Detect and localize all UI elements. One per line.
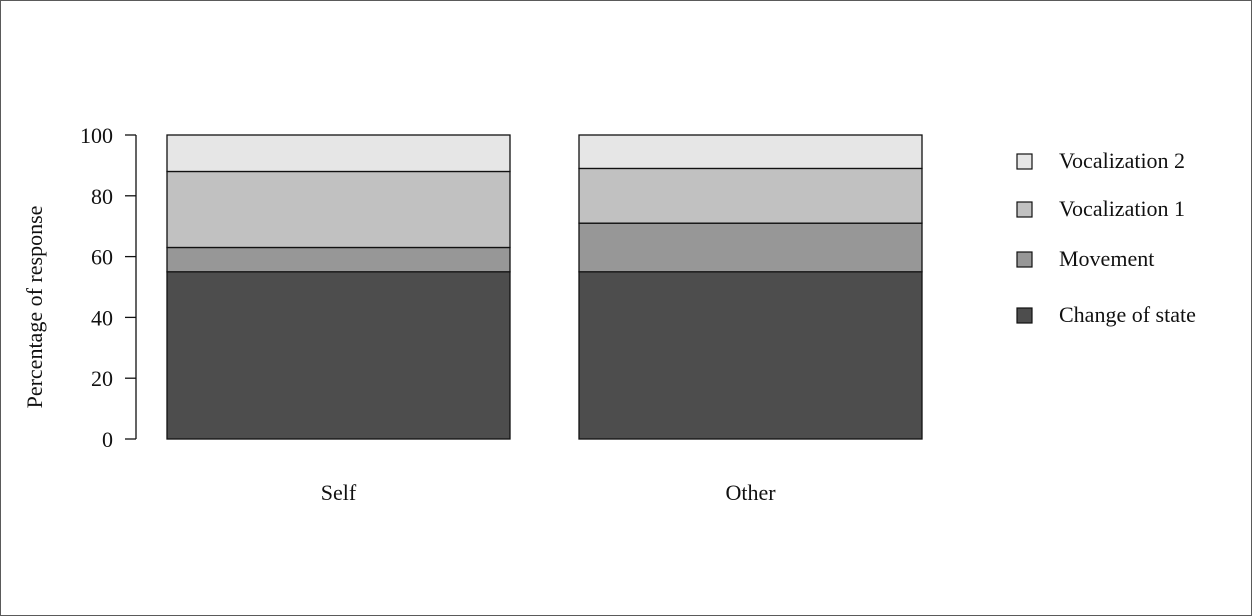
bar-self-vocalization-2 <box>166 134 511 173</box>
legend-swatch <box>1016 201 1033 218</box>
y-axis: 0 20 40 60 80 100 <box>80 123 137 452</box>
legend-swatch <box>1016 307 1033 324</box>
legend-label: Vocalization 1 <box>1059 196 1185 221</box>
bar-self-movement <box>166 246 511 273</box>
category-labels: Self Other <box>321 480 776 505</box>
bar-self-vocalization-1 <box>166 170 511 249</box>
bar-other-vocalization-2 <box>578 134 923 170</box>
y-tick-label: 40 <box>91 305 113 330</box>
bar-other-movement <box>578 222 923 273</box>
y-tick-label: 0 <box>102 427 113 452</box>
legend-label: Movement <box>1059 246 1154 271</box>
bars-layer <box>166 134 923 440</box>
y-tick-label: 60 <box>91 245 113 270</box>
legend-swatch <box>1016 153 1033 170</box>
legend: Vocalization 2 Vocalization 1 Movement Chan… <box>1016 148 1196 327</box>
bar-other-vocalization-1 <box>578 167 923 224</box>
category-label: Self <box>321 480 357 505</box>
bar-self-change-of-state <box>166 271 511 440</box>
y-tick-label: 80 <box>91 184 113 209</box>
category-label: Other <box>725 480 776 505</box>
y-tick-label: 20 <box>91 366 113 391</box>
y-tick-label: 100 <box>80 123 113 148</box>
legend-swatch <box>1016 251 1033 268</box>
legend-label: Vocalization 2 <box>1059 148 1185 173</box>
y-axis-label: Percentage of response <box>22 206 47 409</box>
bar-other-change-of-state <box>578 271 923 440</box>
legend-label: Change of state <box>1059 302 1196 327</box>
